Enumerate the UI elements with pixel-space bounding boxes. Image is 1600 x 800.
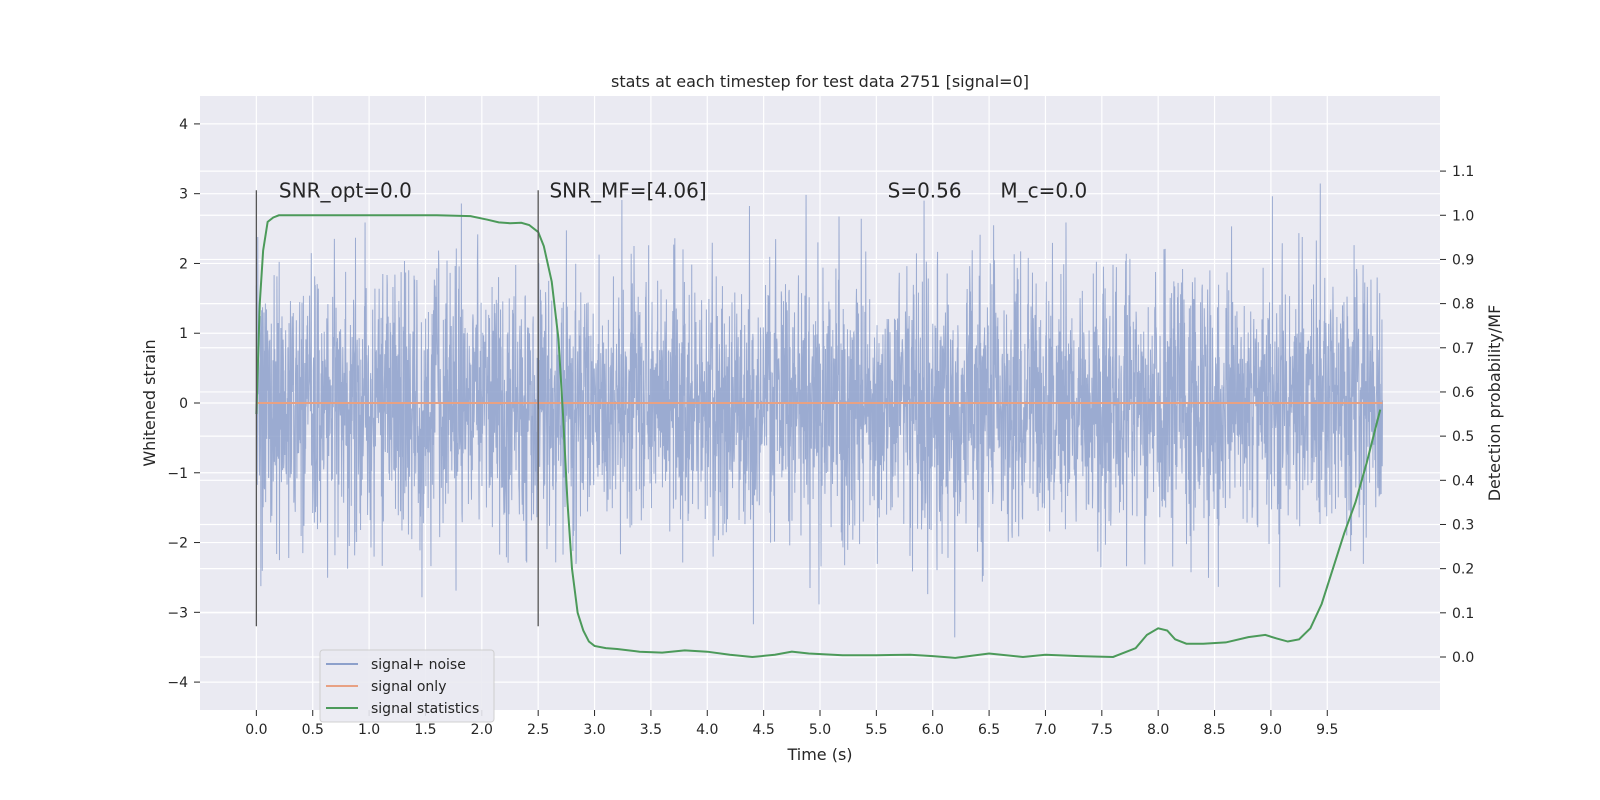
legend-label: signal+ noise	[371, 657, 466, 673]
x-tick-label: 8.5	[1203, 722, 1225, 738]
y-tick-label: 4	[179, 117, 188, 133]
x-tick-label: 9.5	[1316, 722, 1338, 738]
x-tick-label: 0.5	[302, 722, 324, 738]
annotation-2: S=0.56	[888, 179, 962, 203]
y2-axis-label: Detection probability/MF	[1485, 305, 1504, 502]
x-tick-label: 6.0	[922, 722, 944, 738]
y2-tick-label: 0.4	[1452, 473, 1474, 489]
y2-tick-label: 0.6	[1452, 385, 1474, 401]
y2-axis-ticks: 1.1 1.0 0.9 0.8 0.7 0.6 0.5 0.4 0.3 0.2 0.1 0.0	[1440, 164, 1474, 666]
x-tick-label: 2.5	[527, 722, 549, 738]
noise-line	[255, 183, 1384, 638]
y-axis-label: Whitened strain	[140, 339, 159, 466]
y2-tick-label: 0.2	[1452, 562, 1474, 578]
y-tick-label: −1	[167, 466, 188, 482]
y2-tick-label: 0.0	[1452, 650, 1474, 666]
y-axis-ticks: 4 3 2 1 0 −1 −2 −3 −4	[167, 117, 200, 691]
annotation-0: SNR_opt=0.0	[279, 179, 412, 203]
y2-tick-label: 0.7	[1452, 341, 1474, 357]
y-tick-label: −4	[167, 675, 188, 691]
series-lines	[255, 214, 1383, 659]
legend-label: signal only	[371, 679, 446, 695]
x-tick-label: 0.0	[245, 722, 267, 738]
x-axis-label: Time (s)	[786, 745, 852, 764]
x-tick-label: 8.0	[1147, 722, 1169, 738]
legend-label: signal statistics	[371, 701, 479, 717]
x-tick-label: 9.0	[1260, 722, 1282, 738]
y2-tick-label: 1.1	[1452, 164, 1474, 180]
x-tick-label: 1.0	[358, 722, 380, 738]
chart-title: stats at each timestep for test data 275…	[611, 72, 1029, 91]
annotation-3: M_c=0.0	[1000, 179, 1087, 203]
x-tick-label: 6.5	[978, 722, 1000, 738]
x-tick-label: 5.0	[809, 722, 831, 738]
y2-tick-label: 0.8	[1452, 297, 1474, 313]
y2-tick-label: 0.5	[1452, 429, 1474, 445]
annotations: SNR_opt=0.0 SNR_MF=[4.06] S=0.56 M_c=0.0	[279, 179, 1087, 203]
x-tick-label: 4.0	[696, 722, 718, 738]
marker-lines	[255, 190, 539, 627]
y-tick-label: 1	[179, 326, 188, 342]
annotation-1: SNR_MF=[4.06]	[549, 179, 706, 203]
x-axis-ticks: 0.0 0.5 1.0 1.5 2.0 2.5 3.0 3.5 4.0 4.5 5.0 5.5 6.0 6…	[245, 710, 1338, 738]
x-tick-label: 5.5	[865, 722, 887, 738]
y-tick-label: −2	[167, 536, 188, 552]
y2-tick-label: 1.0	[1452, 208, 1474, 224]
x-tick-label: 1.5	[414, 722, 436, 738]
y-tick-label: −3	[167, 605, 188, 621]
y2-tick-label: 0.1	[1452, 606, 1474, 622]
x-tick-label: 7.5	[1091, 722, 1113, 738]
x-tick-label: 3.5	[640, 722, 662, 738]
signal-noise-trace	[255, 183, 1384, 638]
x-tick-label: 7.0	[1034, 722, 1056, 738]
y2-tick-label: 0.9	[1452, 252, 1474, 268]
x-tick-label: 4.5	[753, 722, 775, 738]
y-tick-label: 3	[179, 187, 188, 203]
y-tick-label: 0	[179, 396, 188, 412]
legend-box	[319, 649, 495, 723]
x-tick-label: 2.0	[471, 722, 493, 738]
signal-statistics-line	[255, 214, 1382, 659]
legend: signal+ noise signal only signal statistic…	[319, 649, 495, 723]
y-tick-label: 2	[179, 256, 188, 272]
y2-tick-label: 0.3	[1452, 517, 1474, 533]
x-tick-label: 3.0	[583, 722, 605, 738]
